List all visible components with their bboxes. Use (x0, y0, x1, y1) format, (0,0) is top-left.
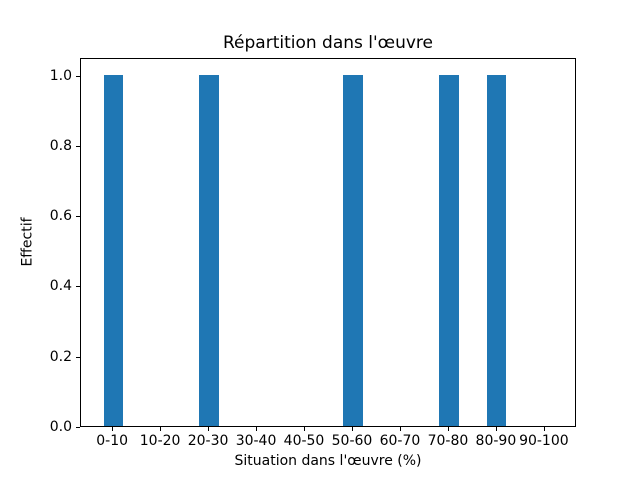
x-tick-mark (304, 427, 305, 431)
y-tick-mark (76, 145, 80, 147)
x-tick-mark (495, 427, 497, 431)
y-axis-label: Effectif (19, 217, 36, 267)
y-tick-label: 0.8 (49, 137, 72, 154)
x-tick-label: 30-40 (235, 433, 277, 449)
x-tick-label: 20-30 (187, 433, 229, 449)
y-tick-label: 1.0 (49, 67, 72, 84)
x-tick-mark (351, 427, 353, 431)
x-tick-label: 70-80 (427, 433, 469, 449)
chart-title: Répartition dans l'œuvre (222, 33, 433, 53)
y-tick-label: 0.4 (49, 278, 72, 295)
x-tick-mark (256, 427, 258, 431)
x-tick-mark (399, 427, 401, 431)
x-tick-label: 80-90 (475, 433, 517, 449)
x-tick-mark (447, 427, 449, 431)
plot-area (80, 58, 576, 427)
bar (343, 74, 363, 426)
x-tick-mark (112, 427, 114, 431)
x-tick-label: 40-50 (283, 433, 325, 449)
x-tick-label: 0-10 (96, 433, 129, 449)
y-tick-mark (76, 427, 80, 428)
y-tick-mark (76, 75, 80, 77)
x-tick-mark (160, 427, 162, 431)
bar (439, 74, 459, 426)
bar (103, 74, 123, 426)
bar (199, 74, 219, 426)
y-tick-label: 0.6 (49, 208, 72, 225)
x-tick-label: 60-70 (379, 433, 421, 449)
y-tick-mark (76, 286, 80, 288)
x-tick-mark (208, 427, 210, 431)
y-tick-label: 0.0 (49, 419, 72, 435)
x-tick-label: 90-100 (519, 433, 569, 449)
y-tick-mark (76, 356, 80, 358)
x-tick-label: 50-60 (331, 433, 373, 449)
x-axis-label: Situation dans l'œuvre (%) (234, 453, 422, 469)
x-tick-label: 10-20 (139, 433, 181, 449)
bar (487, 74, 507, 426)
x-tick-mark (543, 427, 545, 431)
y-tick-label: 0.2 (49, 348, 72, 365)
y-tick-mark (76, 216, 80, 218)
